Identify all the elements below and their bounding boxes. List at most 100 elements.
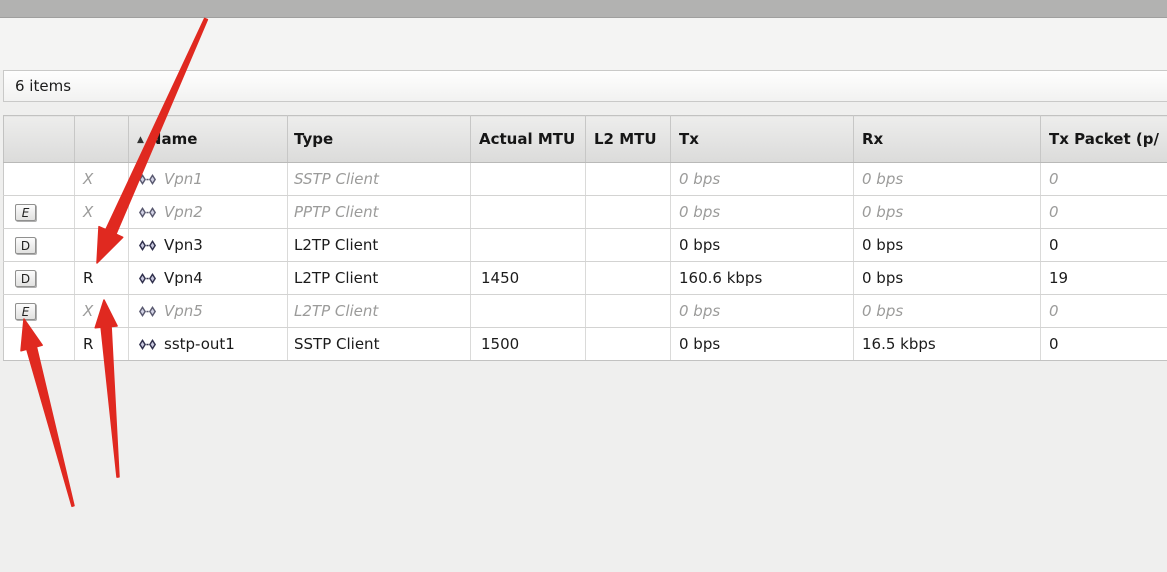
table-row[interactable]: E X Vpn5 L2TP Client 0 bps 0 bps 0 — [3, 294, 1167, 328]
row-tx-packet-cell: 0 — [1040, 294, 1167, 328]
row-tx-packet-cell: 0 — [1040, 162, 1167, 196]
column-header-label: L2 MTU — [594, 130, 657, 148]
status-bar: 6 items — [3, 70, 1167, 102]
row-rx-cell: 0 bps — [853, 294, 1041, 328]
column-header-tx[interactable]: Tx — [670, 115, 854, 163]
row-button-cell: D — [3, 228, 75, 262]
column-header-tx_packet[interactable]: Tx Packet (p/ — [1040, 115, 1167, 163]
row-actual-mtu-cell: 1450 — [470, 261, 586, 295]
row-flag-cell — [74, 228, 129, 262]
row-name-cell[interactable]: Vpn5 — [128, 294, 288, 328]
row-type-cell: SSTP Client — [287, 162, 471, 196]
table-row[interactable]: E X Vpn2 PPTP Client 0 bps 0 bps 0 — [3, 195, 1167, 229]
row-l2-mtu-cell — [585, 261, 671, 295]
interface-name[interactable]: Vpn5 — [164, 302, 203, 320]
row-tx-packet-cell: 0 — [1040, 195, 1167, 229]
table-row[interactable]: D Vpn3 L2TP Client 0 bps 0 bps 0 — [3, 228, 1167, 262]
row-rx-cell: 0 bps — [853, 195, 1041, 229]
interface-name[interactable]: Vpn3 — [164, 236, 203, 254]
table-header: ▲ Name Type Actual MTU L2 MTU Tx Rx Tx Packet (… — [3, 115, 1167, 163]
row-l2-mtu-cell — [585, 327, 671, 361]
column-header-label: Rx — [862, 130, 884, 148]
column-header-label: Actual MTU — [479, 130, 576, 148]
row-rx-cell: 0 bps — [853, 162, 1041, 196]
row-name-cell[interactable]: Vpn4 — [128, 261, 288, 295]
interface-name[interactable]: Vpn1 — [164, 170, 203, 188]
row-tx-cell: 0 bps — [670, 327, 854, 361]
row-tx-cell: 0 bps — [670, 228, 854, 262]
row-tx-packet-cell: 0 — [1040, 327, 1167, 361]
column-header-rx[interactable]: Rx — [853, 115, 1041, 163]
row-button-cell — [3, 327, 75, 361]
row-actual-mtu-cell — [470, 195, 586, 229]
row-type-cell: L2TP Client — [287, 294, 471, 328]
sort-ascending-icon: ▲ — [137, 135, 144, 145]
row-actual-mtu-cell — [470, 162, 586, 196]
row-name-cell[interactable]: Vpn1 — [128, 162, 288, 196]
row-actual-mtu-cell — [470, 294, 586, 328]
interface-icon — [139, 207, 156, 218]
row-button-cell — [3, 162, 75, 196]
column-header-l2_mtu[interactable]: L2 MTU — [585, 115, 671, 163]
items-count-label: 6 items — [15, 77, 72, 95]
row-l2-mtu-cell — [585, 195, 671, 229]
column-header-label: Name — [148, 130, 198, 148]
interface-name[interactable]: Vpn2 — [164, 203, 203, 221]
row-tx-cell: 0 bps — [670, 294, 854, 328]
column-header-actual_mtu[interactable]: Actual MTU — [470, 115, 586, 163]
row-type-cell: SSTP Client — [287, 327, 471, 361]
row-actual-mtu-cell: 1500 — [470, 327, 586, 361]
enable-button[interactable]: E — [15, 204, 36, 222]
row-button-cell: E — [3, 195, 75, 229]
column-header-label: Tx — [679, 130, 699, 148]
disable-button[interactable]: D — [15, 237, 36, 255]
column-header-flag — [74, 115, 129, 163]
row-button-cell: E — [3, 294, 75, 328]
row-l2-mtu-cell — [585, 228, 671, 262]
window-top-bar — [0, 0, 1167, 18]
column-header-name[interactable]: ▲ Name — [128, 115, 288, 163]
row-l2-mtu-cell — [585, 162, 671, 196]
row-rx-cell: 16.5 kbps — [853, 327, 1041, 361]
row-l2-mtu-cell — [585, 294, 671, 328]
row-type-cell: PPTP Client — [287, 195, 471, 229]
row-type-cell: L2TP Client — [287, 261, 471, 295]
row-actual-mtu-cell — [470, 228, 586, 262]
column-header-label: Type — [294, 130, 334, 148]
table-body: X Vpn1 SSTP Client 0 bps 0 bps 0 E X Vpn2 PPTP Cl… — [3, 162, 1167, 361]
row-rx-cell: 0 bps — [853, 261, 1041, 295]
row-rx-cell: 0 bps — [853, 228, 1041, 262]
interface-name[interactable]: Vpn4 — [164, 269, 203, 287]
interface-name[interactable]: sstp-out1 — [164, 335, 235, 353]
row-name-cell[interactable]: Vpn2 — [128, 195, 288, 229]
row-tx-cell: 0 bps — [670, 162, 854, 196]
row-flag-cell: R — [74, 261, 129, 295]
interface-icon — [139, 339, 156, 350]
interface-icon — [139, 306, 156, 317]
interface-table: ▲ Name Type Actual MTU L2 MTU Tx Rx Tx Packet (… — [3, 115, 1167, 361]
table-row[interactable]: X Vpn1 SSTP Client 0 bps 0 bps 0 — [3, 162, 1167, 196]
content-background — [0, 18, 1167, 70]
interface-icon — [139, 240, 156, 251]
row-name-cell[interactable]: Vpn3 — [128, 228, 288, 262]
row-tx-cell: 0 bps — [670, 195, 854, 229]
row-flag-cell: X — [74, 162, 129, 196]
row-tx-packet-cell: 19 — [1040, 261, 1167, 295]
column-header-label: Tx Packet (p/ — [1049, 130, 1159, 148]
row-tx-packet-cell: 0 — [1040, 228, 1167, 262]
column-header-type[interactable]: Type — [287, 115, 471, 163]
row-button-cell: D — [3, 261, 75, 295]
row-flag-cell: R — [74, 327, 129, 361]
interface-icon — [139, 174, 156, 185]
row-name-cell[interactable]: sstp-out1 — [128, 327, 288, 361]
column-header-button — [3, 115, 75, 163]
row-tx-cell: 160.6 kbps — [670, 261, 854, 295]
interface-table-container: ▲ Name Type Actual MTU L2 MTU Tx Rx Tx Packet (… — [3, 115, 1167, 362]
enable-button[interactable]: E — [15, 303, 36, 321]
interface-icon — [139, 273, 156, 284]
row-type-cell: L2TP Client — [287, 228, 471, 262]
disable-button[interactable]: D — [15, 270, 36, 288]
table-row[interactable]: D R Vpn4 L2TP Client 1450 160.6 kbps 0 bps 19 — [3, 261, 1167, 295]
